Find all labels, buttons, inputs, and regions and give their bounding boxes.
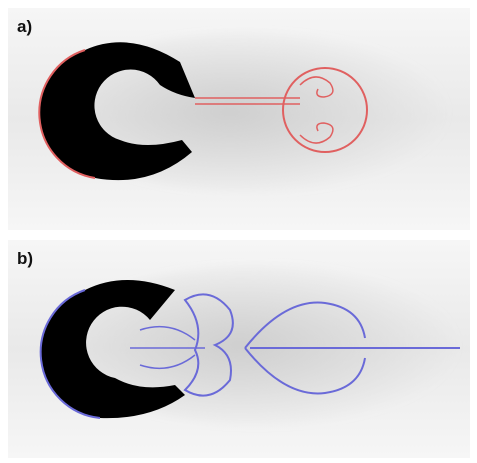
panel-label: a) — [17, 17, 32, 36]
panel-label: b) — [17, 249, 33, 268]
figure: a) b) — [0, 0, 477, 463]
panel-b: b) — [8, 240, 470, 458]
panel-a: a) — [8, 8, 470, 230]
